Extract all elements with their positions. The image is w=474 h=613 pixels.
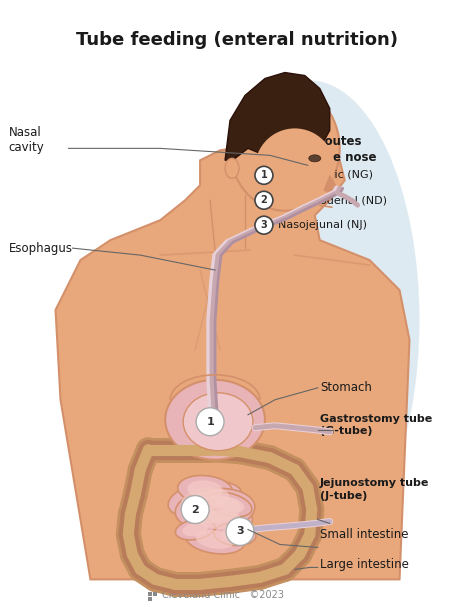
Circle shape: [181, 495, 209, 524]
Text: Nasoduodenal (ND): Nasoduodenal (ND): [278, 196, 387, 205]
Text: 1: 1: [261, 170, 267, 180]
Bar: [153, 592, 157, 596]
Text: Tube feeding (enteral nutrition): Tube feeding (enteral nutrition): [76, 31, 398, 48]
Ellipse shape: [196, 530, 234, 549]
Ellipse shape: [187, 481, 223, 499]
Ellipse shape: [188, 504, 253, 535]
Text: 3: 3: [261, 220, 267, 230]
Circle shape: [255, 216, 273, 234]
Bar: [148, 597, 152, 601]
Text: Nasojejunal (NJ): Nasojejunal (NJ): [278, 220, 367, 230]
Bar: [148, 592, 152, 596]
Text: Gastrostomy tube
(G-tube): Gastrostomy tube (G-tube): [320, 414, 432, 436]
Text: Nasogastric (NG): Nasogastric (NG): [278, 170, 373, 180]
Ellipse shape: [200, 80, 419, 560]
Text: Cleveland Clinic   ©2023: Cleveland Clinic ©2023: [162, 590, 284, 600]
Text: 2: 2: [261, 196, 267, 205]
Ellipse shape: [165, 380, 265, 460]
Text: 1: 1: [206, 417, 214, 427]
Ellipse shape: [181, 487, 229, 511]
Ellipse shape: [175, 519, 215, 540]
Ellipse shape: [178, 476, 232, 504]
Ellipse shape: [175, 489, 255, 531]
Text: Small intestine: Small intestine: [320, 528, 408, 541]
Circle shape: [255, 191, 273, 209]
Circle shape: [226, 517, 254, 546]
Ellipse shape: [199, 510, 241, 529]
Text: 3: 3: [236, 527, 244, 536]
Ellipse shape: [230, 86, 340, 211]
Ellipse shape: [309, 155, 321, 162]
Ellipse shape: [208, 492, 252, 517]
Text: Large intestine: Large intestine: [320, 558, 409, 571]
Ellipse shape: [189, 496, 241, 524]
Polygon shape: [225, 72, 330, 161]
Text: 2: 2: [191, 504, 199, 514]
Ellipse shape: [183, 393, 253, 451]
Text: Esophagus: Esophagus: [9, 242, 73, 254]
Ellipse shape: [216, 497, 244, 512]
Ellipse shape: [168, 481, 242, 518]
Circle shape: [196, 408, 224, 436]
PathPatch shape: [55, 140, 410, 579]
Text: Nasal
cavity: Nasal cavity: [9, 126, 45, 154]
Circle shape: [255, 166, 273, 185]
Polygon shape: [324, 175, 336, 192]
Ellipse shape: [182, 523, 208, 536]
Text: Feeding routes
through the nose: Feeding routes through the nose: [262, 135, 376, 164]
Ellipse shape: [221, 527, 248, 542]
Ellipse shape: [225, 158, 239, 178]
Ellipse shape: [185, 525, 245, 554]
Text: Jejunostomy tube
(J-tube): Jejunostomy tube (J-tube): [320, 478, 429, 501]
Text: Stomach: Stomach: [320, 381, 372, 394]
Ellipse shape: [255, 128, 335, 208]
Ellipse shape: [214, 524, 256, 546]
